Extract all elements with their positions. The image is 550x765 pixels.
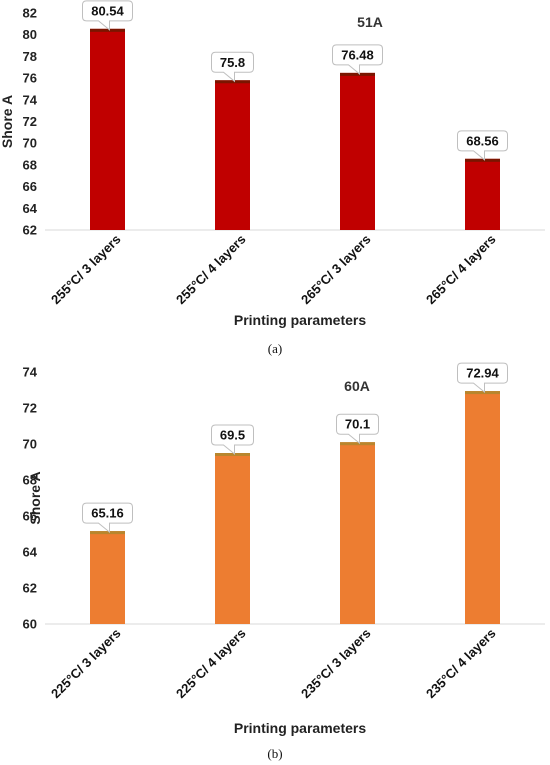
data-label-callout: 65.16 xyxy=(82,502,133,534)
data-label: 75.8 xyxy=(220,55,245,70)
bar-top-edge xyxy=(215,453,250,456)
data-label: 68.56 xyxy=(466,133,499,148)
x-tick-label: 235°C/ 4 layers xyxy=(423,626,499,702)
y-axis-title: Shore A xyxy=(0,95,15,148)
y-tick-label: 70 xyxy=(23,437,37,452)
bar-top-edge xyxy=(90,28,125,32)
y-tick-label: 74 xyxy=(23,92,38,107)
bar xyxy=(215,453,250,624)
y-tick-label: 64 xyxy=(23,201,38,216)
x-tick-label: 265°C/ 3 layers xyxy=(298,232,374,308)
data-label-bubble xyxy=(82,0,133,31)
y-tick-label: 76 xyxy=(23,71,37,86)
bar-top-edge xyxy=(465,391,500,395)
chart-title: 60A xyxy=(344,378,370,394)
y-tick-label: 60 xyxy=(23,617,37,632)
y-tick-label: 64 xyxy=(23,545,38,560)
data-label-bubble xyxy=(336,413,379,445)
x-tick-label: 255°C/ 4 layers xyxy=(173,232,249,308)
x-axis-title: Printing parameters xyxy=(234,720,366,736)
x-tick-label: 255°C/ 3 layers xyxy=(48,232,124,308)
y-tick-label: 70 xyxy=(23,136,37,151)
data-label-bubble xyxy=(457,362,508,394)
data-label-callout: 80.54 xyxy=(82,0,133,31)
figure-caption: (a) xyxy=(268,341,282,356)
data-label-callout: 72.94 xyxy=(457,362,508,394)
bar-top-edge xyxy=(340,442,375,446)
x-tick-label: 265°C/ 4 layers xyxy=(423,232,499,308)
figure-caption: (b) xyxy=(267,746,282,761)
x-axis-title: Printing parameters xyxy=(234,312,366,328)
data-label-callout: 75.8 xyxy=(211,51,254,83)
data-label-callout: 70.1 xyxy=(336,413,379,445)
data-label-bubble xyxy=(332,44,383,75)
data-label-bubble xyxy=(211,424,254,456)
y-tick-label: 72 xyxy=(23,401,37,416)
chart-a: 51A 62 64 66 68 70 72 74 76 78 80 82 Shore A 80.54 255… xyxy=(0,0,545,356)
bar-top-edge xyxy=(340,72,375,76)
y-tick-label: 78 xyxy=(23,49,37,64)
bar xyxy=(90,531,125,624)
data-label: 72.94 xyxy=(466,366,499,381)
y-tick-label: 74 xyxy=(23,365,38,380)
bar xyxy=(465,158,500,230)
bar xyxy=(90,28,125,230)
x-tick-label: 225°C/ 3 layers xyxy=(48,626,124,702)
y-tick-label: 62 xyxy=(23,581,37,596)
data-label-callout: 69.5 xyxy=(211,424,254,456)
data-label: 69.5 xyxy=(220,428,245,443)
data-label: 76.48 xyxy=(341,47,374,62)
y-tick-label: 62 xyxy=(23,223,37,238)
bar-top-edge xyxy=(90,531,125,535)
y-tick-label: 66 xyxy=(23,509,37,524)
data-label-callout: 76.48 xyxy=(332,44,383,75)
bar-top-edge xyxy=(465,158,500,162)
x-tick-label: 235°C/ 3 layers xyxy=(298,626,374,702)
data-label-bubble xyxy=(82,502,133,534)
data-label: 80.54 xyxy=(91,3,124,18)
data-label-bubble xyxy=(211,51,254,83)
y-axis-title: Shore A xyxy=(27,471,43,524)
data-label-callout: 68.56 xyxy=(457,130,508,161)
y-tick-label: 72 xyxy=(23,114,37,129)
bar xyxy=(340,72,375,230)
y-tick-label: 66 xyxy=(23,179,37,194)
x-tick-label: 225°C/ 4 layers xyxy=(173,626,249,702)
data-label: 70.1 xyxy=(345,417,370,432)
data-label: 65.16 xyxy=(91,506,124,521)
bar xyxy=(340,442,375,624)
y-tick-label: 68 xyxy=(23,473,37,488)
y-tick-label: 82 xyxy=(23,6,37,21)
bar xyxy=(215,80,250,231)
bar xyxy=(465,391,500,624)
y-tick-label: 68 xyxy=(23,157,37,172)
data-label-bubble xyxy=(457,130,508,161)
y-tick-label: 80 xyxy=(23,27,37,42)
bar-top-edge xyxy=(215,80,250,84)
chart-b: 60A 60 62 64 66 68 70 72 74 Shore A 65.16 225°C/ 3 … xyxy=(23,362,545,761)
chart-title: 51A xyxy=(357,14,383,30)
